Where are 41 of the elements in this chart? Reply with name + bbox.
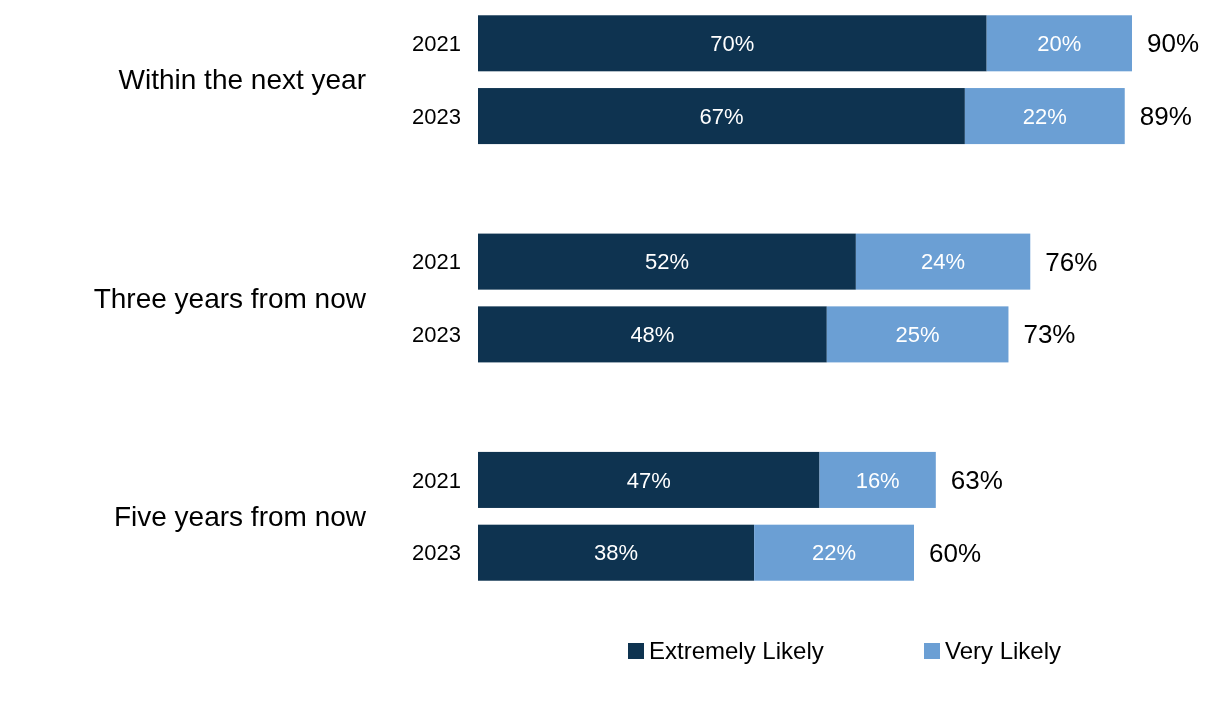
bar <box>754 524 914 581</box>
text: Within the next year <box>118 64 366 96</box>
legend-label: Very Likely <box>945 637 1062 665</box>
data-label: 22% <box>812 540 857 566</box>
bar <box>478 15 987 72</box>
data-label: 70% <box>710 30 755 56</box>
data-label: 16% <box>855 467 900 493</box>
data-label: 48% <box>630 322 675 348</box>
data-label: 25% <box>895 322 940 348</box>
text: Five years from now <box>113 501 367 533</box>
legend-label: Extremely Likely <box>649 637 824 665</box>
y-tick-label: 2021 <box>412 467 461 493</box>
total-label: 89% <box>1139 101 1192 132</box>
total-label: 76% <box>1045 246 1098 277</box>
data-label: 52% <box>644 249 689 275</box>
bar <box>478 451 820 508</box>
total-label: 90% <box>1147 28 1200 59</box>
data-label: 22% <box>1022 103 1067 129</box>
y-tick-label: 2021 <box>412 30 461 56</box>
bar <box>478 524 755 581</box>
total-label: 63% <box>950 465 1003 496</box>
data-label: 38% <box>594 540 639 566</box>
bar <box>478 233 856 290</box>
y-tick-label: 2023 <box>412 322 461 348</box>
bar <box>964 88 1125 145</box>
data-label: 20% <box>1037 30 1082 56</box>
bar <box>819 451 936 508</box>
bar <box>478 88 965 145</box>
bar <box>986 15 1132 72</box>
y-tick-label: 2023 <box>412 540 461 566</box>
data-label: 67% <box>699 103 744 129</box>
y-tick-label: 2023 <box>412 103 461 129</box>
total-label: 60% <box>929 537 982 568</box>
bar <box>855 233 1031 290</box>
data-label: 24% <box>921 249 966 275</box>
text: Three years from now <box>93 282 367 314</box>
y-tick-label: 2021 <box>412 249 461 275</box>
total-label: 73% <box>1023 319 1076 350</box>
bar <box>826 306 1009 363</box>
data-label: 47% <box>626 467 671 493</box>
bar <box>478 306 827 363</box>
